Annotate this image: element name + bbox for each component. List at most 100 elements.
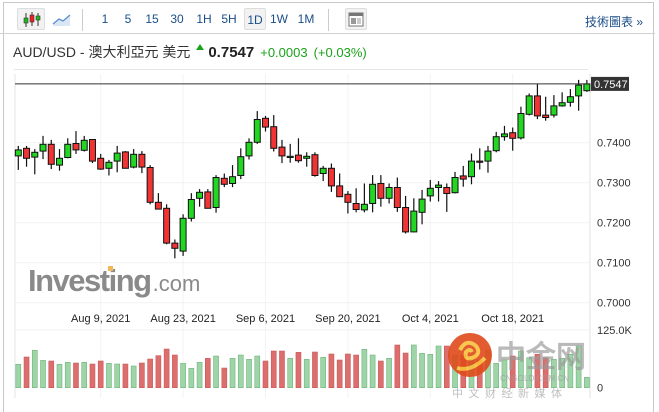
- volume-bar: [509, 355, 516, 389]
- volume-bar: [56, 364, 63, 389]
- candle: [23, 145, 31, 167]
- price-tick-label: 0.7200: [597, 218, 631, 230]
- candle: [517, 106, 525, 140]
- volume-bar: [295, 352, 302, 388]
- candle-body: [294, 154, 302, 162]
- candle-body: [80, 139, 88, 151]
- candlestick-icon: [23, 12, 41, 27]
- candle-body: [39, 143, 47, 152]
- candle: [575, 79, 583, 111]
- candle-body: [303, 155, 311, 159]
- price-change-percent: (+0.03%): [313, 45, 367, 60]
- last-price: 0.7547: [208, 44, 255, 61]
- last-price-tag: [591, 76, 629, 91]
- candle-body: [130, 153, 138, 168]
- interval-5[interactable]: 5: [124, 12, 132, 26]
- volume-bar: [188, 368, 195, 388]
- candle-body: [14, 149, 22, 157]
- interval-5h[interactable]: 5H: [221, 12, 237, 26]
- candle: [80, 135, 88, 152]
- volume-bar: [542, 357, 549, 389]
- candle: [533, 83, 541, 120]
- candle-body: [319, 167, 327, 175]
- volume-bar: [246, 359, 252, 388]
- candle-body: [179, 217, 187, 252]
- date-tick-label: Aug 23, 2021: [150, 313, 215, 325]
- candle: [336, 173, 344, 198]
- volume-bar: [262, 360, 269, 389]
- candle: [204, 189, 212, 209]
- volume-bar: [559, 358, 565, 389]
- header-divider: [14, 69, 588, 70]
- candle: [360, 183, 368, 213]
- candle: [319, 165, 327, 182]
- candle: [303, 152, 311, 167]
- candle-body: [393, 187, 401, 208]
- candle-body: [500, 133, 508, 138]
- volume-bar: [23, 356, 30, 389]
- volume-bar: [229, 358, 236, 389]
- area-chart-button[interactable]: [51, 8, 73, 30]
- investing-watermark: Investing.com: [28, 263, 200, 298]
- candle: [500, 125, 508, 141]
- interval-1[interactable]: 1: [101, 12, 109, 26]
- volume-bar: [575, 345, 582, 388]
- volume-bar: [172, 354, 178, 388]
- candle: [270, 115, 278, 152]
- volume-bar: [270, 350, 277, 389]
- candle: [566, 89, 574, 107]
- candle-body: [352, 203, 360, 210]
- svg-text:中 文 财 经 新 媒 体: 中 文 财 经 新 媒 体: [452, 386, 563, 400]
- candle-body: [459, 175, 467, 180]
- interval-1w[interactable]: 1W: [270, 12, 288, 26]
- volume-bar: [147, 358, 153, 388]
- candle: [154, 193, 162, 210]
- interval-1h[interactable]: 1H: [196, 12, 212, 26]
- candle-body: [385, 187, 393, 199]
- candle: [443, 183, 451, 212]
- volume-bar: [213, 355, 219, 389]
- interval-1d[interactable]: 1D: [244, 8, 266, 30]
- candle: [14, 145, 22, 170]
- candle-body: [443, 187, 451, 194]
- volume-tick-label: 125.0K: [597, 325, 633, 337]
- volume-bar: [48, 360, 55, 389]
- interval-1m[interactable]: 1M: [297, 12, 315, 26]
- candle: [327, 163, 335, 192]
- layout-button[interactable]: [345, 8, 367, 30]
- candle: [583, 79, 591, 92]
- candle: [550, 95, 558, 118]
- candle-body: [583, 83, 591, 92]
- volume-bar: [89, 363, 96, 389]
- candle-body: [558, 102, 566, 107]
- candle-body: [253, 119, 261, 143]
- volume-bar: [312, 351, 318, 388]
- interval-30[interactable]: 30: [170, 12, 184, 26]
- volume-bar: [567, 354, 574, 389]
- volume-tick-label: 0: [597, 383, 603, 395]
- volume-bar: [427, 354, 434, 389]
- date-tick-label: Aug 9, 2021: [71, 313, 130, 325]
- candle-body: [163, 207, 171, 244]
- candle-body: [196, 191, 204, 199]
- volume-bar: [320, 357, 326, 389]
- volume-bar: [534, 354, 541, 389]
- volume-bar: [221, 367, 228, 388]
- volume-bar: [114, 363, 120, 389]
- candle: [130, 149, 138, 169]
- candle: [344, 191, 352, 214]
- volume-bar: [303, 359, 310, 388]
- candle-body: [105, 161, 113, 169]
- candlestick-chart-button[interactable]: [17, 8, 45, 30]
- candle-body: [336, 185, 344, 198]
- candle-body: [575, 84, 583, 97]
- volume-bar: [40, 360, 46, 389]
- candle: [253, 111, 261, 144]
- interval-15[interactable]: 15: [145, 12, 159, 26]
- candle-body: [286, 155, 294, 159]
- volume-bar: [279, 350, 285, 389]
- candle-body: [64, 143, 72, 159]
- candle: [179, 214, 187, 256]
- technical-chart-link[interactable]: 技術圖表 »: [584, 15, 643, 29]
